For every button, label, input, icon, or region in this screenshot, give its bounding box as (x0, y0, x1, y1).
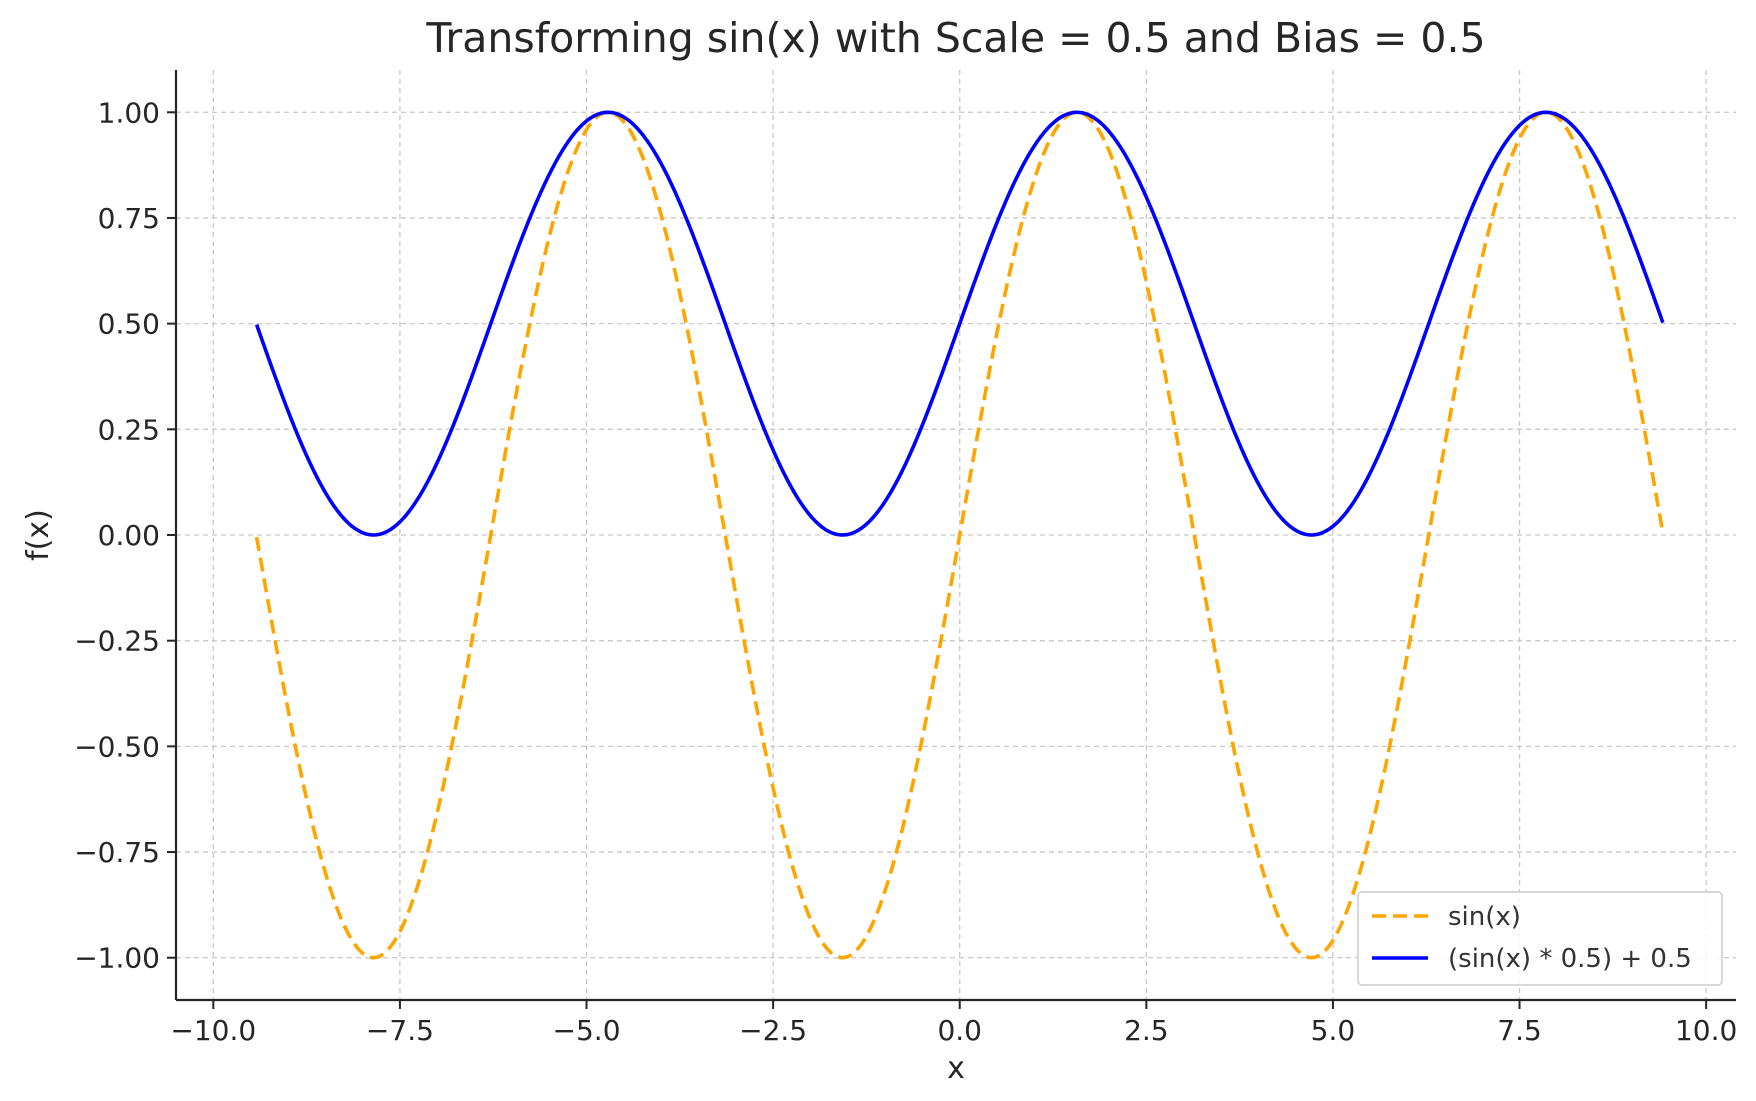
x-axis-label: x (947, 1051, 965, 1086)
x-tick-label: −7.5 (366, 1014, 434, 1047)
x-tick-label: 5.0 (1311, 1014, 1356, 1047)
x-tick-label: −10.0 (170, 1014, 256, 1047)
legend-label-transformed: (sin(x) * 0.5) + 0.5 (1448, 944, 1692, 974)
y-tick-label: −1.00 (74, 942, 160, 975)
x-tick-label: 0.0 (937, 1014, 982, 1047)
y-tick-label: −0.50 (74, 730, 160, 763)
y-axis-label: f(x) (21, 509, 56, 561)
chart-title: Transforming sin(x) with Scale = 0.5 and… (425, 14, 1485, 62)
x-axis-ticks: −10.0 −7.5 −5.0 −2.5 0.0 2.5 5.0 7.5 10.0 (170, 1000, 1737, 1047)
legend: sin(x) (sin(x) * 0.5) + 0.5 (1357, 891, 1723, 986)
plot-area (254, 110, 1665, 960)
y-tick-label: 0.50 (98, 308, 160, 341)
y-tick-label: 0.00 (98, 519, 160, 552)
y-tick-label: −0.25 (74, 625, 160, 658)
y-tick-label: 0.25 (98, 413, 160, 446)
x-tick-label: 10.0 (1675, 1014, 1737, 1047)
y-tick-label: 0.75 (98, 202, 160, 235)
y-axis-ticks: 1.00 0.75 0.50 0.25 0.00 −0.25 −0.50 −0.75 −1.00 (74, 96, 176, 975)
legend-label-sin: sin(x) (1448, 902, 1521, 932)
y-tick-label: −0.75 (74, 836, 160, 869)
series-line-transformed (254, 110, 1665, 537)
series-line-sin (254, 110, 1665, 960)
legend-box (1357, 891, 1723, 986)
x-tick-label: −5.0 (553, 1014, 621, 1047)
y-tick-label: 1.00 (98, 96, 160, 129)
grid (176, 70, 1736, 1000)
x-tick-label: 7.5 (1497, 1014, 1542, 1047)
x-tick-label: 2.5 (1124, 1014, 1169, 1047)
x-tick-label: −2.5 (739, 1014, 807, 1047)
